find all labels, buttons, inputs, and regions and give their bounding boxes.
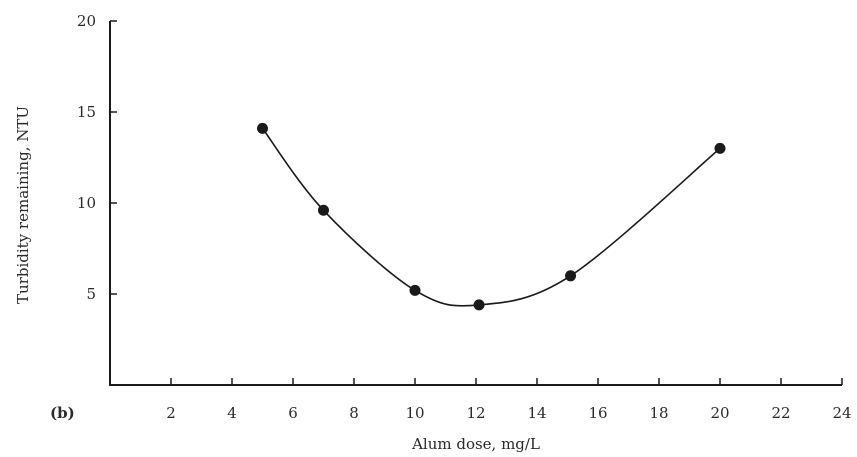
y-axis-title: Turbidity remaining, NTU xyxy=(14,106,32,304)
y-tick-label: 5 xyxy=(86,285,96,303)
x-axis-title: Alum dose, mg/L xyxy=(411,435,540,453)
x-tick-label: 20 xyxy=(710,404,729,422)
x-tick-label: 12 xyxy=(466,404,485,422)
y-tick-label: 15 xyxy=(77,103,96,121)
y-tick-label: 10 xyxy=(77,194,96,212)
y-tick-label: 20 xyxy=(77,12,96,30)
x-tick-label: 22 xyxy=(771,404,790,422)
fit-curve xyxy=(261,127,721,307)
x-tick-label: 16 xyxy=(588,404,607,422)
x-tick-label: 4 xyxy=(227,404,237,422)
data-point xyxy=(565,270,577,282)
x-tick-label: 10 xyxy=(405,404,424,422)
x-tick-label: 2 xyxy=(166,404,176,422)
data-point xyxy=(409,284,421,296)
x-tick-label: 14 xyxy=(527,404,546,422)
data-point xyxy=(257,122,268,134)
panel-label: (b) xyxy=(50,404,75,422)
data-point xyxy=(318,204,329,216)
data-point xyxy=(473,299,485,311)
x-tick-label: 8 xyxy=(349,404,359,422)
x-tick-label: 18 xyxy=(649,404,668,422)
x-tick-label: 24 xyxy=(832,404,851,422)
ticks xyxy=(110,20,843,385)
data-point xyxy=(714,142,726,154)
x-tick-label: 6 xyxy=(288,404,298,422)
data-points xyxy=(257,122,726,311)
